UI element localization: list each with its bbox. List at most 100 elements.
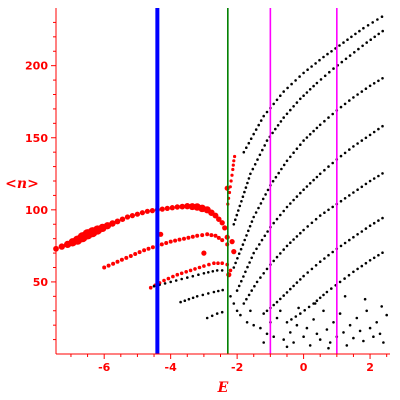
data-point: [302, 274, 305, 278]
data-point: [327, 346, 330, 350]
data-point: [200, 233, 205, 238]
data-point: [338, 280, 342, 284]
data-point: [248, 224, 252, 228]
data-point: [282, 209, 286, 213]
data-point: [325, 290, 329, 294]
data-point: [144, 208, 150, 214]
data-point: [179, 271, 184, 276]
data-point: [247, 177, 251, 180]
data-point: [318, 338, 322, 341]
data-point: [275, 300, 279, 304]
data-point: [306, 225, 310, 228]
data-point: [348, 194, 351, 197]
data-point: [111, 261, 116, 266]
data-point: [282, 338, 286, 341]
data-point: [285, 244, 289, 248]
data-point: [346, 38, 349, 41]
data-point: [184, 270, 188, 274]
data-point: [150, 245, 155, 250]
data-point: [246, 181, 249, 185]
data-point: [327, 208, 330, 212]
data-point: [262, 341, 266, 344]
data-point: [237, 284, 241, 288]
data-point: [255, 247, 258, 251]
data-point: [312, 129, 315, 133]
data-point: [381, 172, 384, 175]
data-point: [274, 175, 278, 179]
data-point: [205, 316, 209, 320]
data-point: [331, 112, 335, 116]
data-point: [210, 314, 214, 318]
data-point: [310, 65, 313, 68]
data-point: [312, 178, 315, 182]
data-point: [364, 227, 368, 230]
data-point: [272, 221, 276, 225]
data-point: [356, 267, 359, 271]
data-point: [323, 74, 327, 78]
data-point: [148, 285, 153, 290]
data-point: [363, 297, 367, 301]
x-tick-label: 0: [300, 361, 308, 374]
data-point: [232, 223, 236, 226]
data-point: [312, 84, 315, 88]
data-point: [220, 261, 224, 266]
data-point: [249, 309, 252, 313]
data-point: [372, 221, 376, 225]
data-point: [339, 105, 343, 109]
data-point: [289, 155, 292, 159]
data-point: [343, 241, 347, 245]
data-point: [282, 163, 286, 167]
y-tick-label: 150: [25, 132, 48, 145]
data-point: [220, 310, 224, 314]
data-point: [294, 79, 297, 82]
data-point: [234, 261, 237, 265]
data-point: [253, 284, 256, 288]
data-point: [146, 246, 151, 251]
data-point: [357, 47, 360, 51]
data-point: [331, 250, 335, 254]
data-point: [177, 237, 182, 242]
data-point: [188, 268, 193, 273]
data-point: [348, 99, 351, 102]
data-point: [354, 32, 357, 36]
data-point: [331, 161, 335, 165]
data-point: [253, 163, 257, 166]
data-point: [209, 233, 214, 238]
data-point: [360, 90, 364, 93]
data-point: [372, 82, 376, 85]
data-point: [248, 261, 251, 264]
data-point: [347, 273, 351, 277]
data-point: [137, 250, 142, 255]
data-point: [318, 123, 322, 127]
data-point: [285, 112, 289, 116]
data-point: [215, 312, 219, 315]
data-point: [380, 305, 384, 308]
x-tick-label: 2: [366, 361, 374, 374]
data-point: [289, 108, 292, 112]
series-11: [152, 269, 224, 288]
data-point: [243, 190, 246, 194]
data-point: [340, 60, 344, 64]
data-point: [175, 272, 180, 277]
data-point: [265, 110, 269, 114]
data-point: [169, 205, 175, 211]
data-point: [380, 15, 384, 18]
data-point: [228, 268, 233, 273]
data-point: [266, 188, 270, 192]
data-point: [174, 204, 181, 210]
data-point: [271, 179, 275, 183]
data-point: [322, 309, 325, 313]
series-13: [205, 310, 224, 320]
data-point: [252, 323, 255, 327]
data-point: [295, 235, 299, 238]
data-point: [280, 167, 283, 171]
data-point: [231, 249, 237, 255]
data-point: [180, 277, 183, 281]
data-point: [352, 235, 355, 239]
data-point: [232, 159, 236, 163]
data-point: [242, 150, 246, 154]
data-point: [305, 185, 309, 188]
data-point: [308, 182, 312, 185]
data-point: [292, 238, 295, 241]
data-point: [163, 282, 167, 285]
